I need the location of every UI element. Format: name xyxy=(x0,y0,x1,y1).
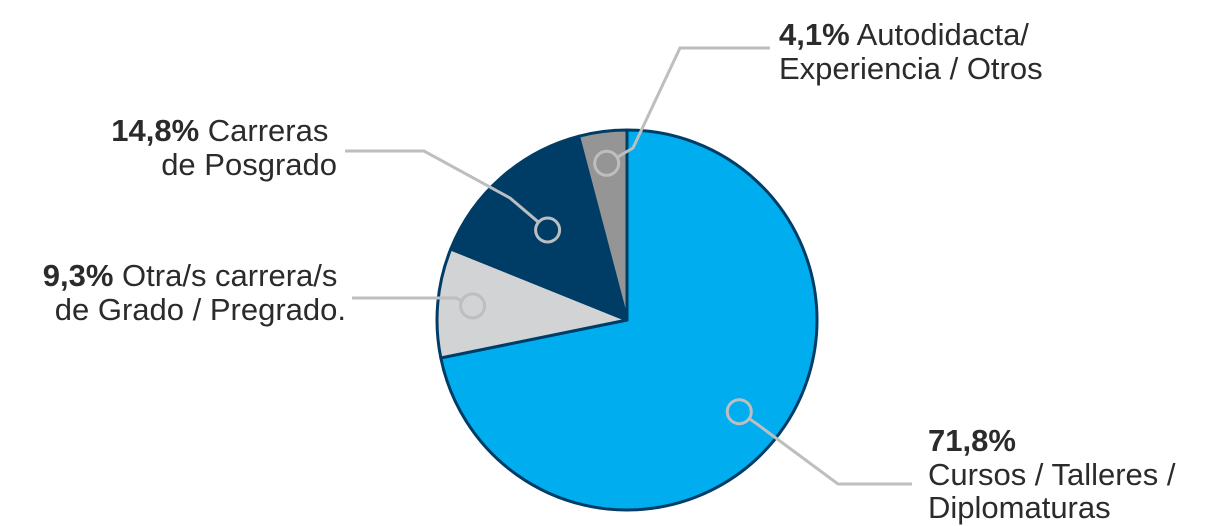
leader-marker-grado xyxy=(459,292,487,320)
slice-percent-autodidacta: 4,1% xyxy=(779,17,850,52)
pie-slice-cursos xyxy=(439,128,819,512)
pie-slices xyxy=(435,128,819,512)
slice-percent-grado: 9,3% xyxy=(43,258,114,293)
slice-text-autodidacta-line1: Autodidacta/ xyxy=(857,17,1030,52)
pie-slice-autodidacta xyxy=(577,128,629,322)
slice-percent-cursos: 71,8% xyxy=(928,423,1016,458)
slice-text-grado-line2: de Grado / Pregrado. xyxy=(55,292,346,327)
slice-text-autodidacta-line2: Experiencia / Otros xyxy=(779,51,1043,86)
leader-marker-cursos xyxy=(725,398,753,426)
slice-label-posgrado: 14,8% Carreras de Posgrado xyxy=(111,113,337,182)
pie-slice-grado xyxy=(435,247,629,360)
slice-percent-posgrado: 14,8% xyxy=(111,113,199,148)
slice-text-posgrado-line2: de Posgrado xyxy=(161,147,337,182)
slice-label-cursos: 71,8% Cursos / Talleres / Diplomaturas xyxy=(928,423,1184,525)
slice-text-cursos-line2: Diplomaturas xyxy=(928,490,1111,525)
leader-line-cursos xyxy=(748,417,912,486)
leader-lines xyxy=(345,46,912,486)
leader-line-grado xyxy=(352,296,463,303)
pie-slice-posgrado xyxy=(449,134,629,322)
leader-line-posgrado xyxy=(345,149,540,224)
slice-label-autodidacta: 4,1% Autodidacta/ Experiencia / Otros xyxy=(779,17,1043,86)
slice-text-grado-line1: Otra/s carrera/s xyxy=(122,258,337,293)
slice-text-cursos-line1: Cursos / Talleres / xyxy=(928,457,1176,492)
slice-label-grado: 9,3% Otra/s carrera/s de Grado / Pregrad… xyxy=(43,258,346,327)
leader-marker-posgrado xyxy=(534,216,562,244)
leader-marker-autodidacta xyxy=(593,149,621,177)
slice-text-posgrado-line1: Carreras xyxy=(208,113,329,148)
leader-line-autodidacta xyxy=(616,46,770,159)
